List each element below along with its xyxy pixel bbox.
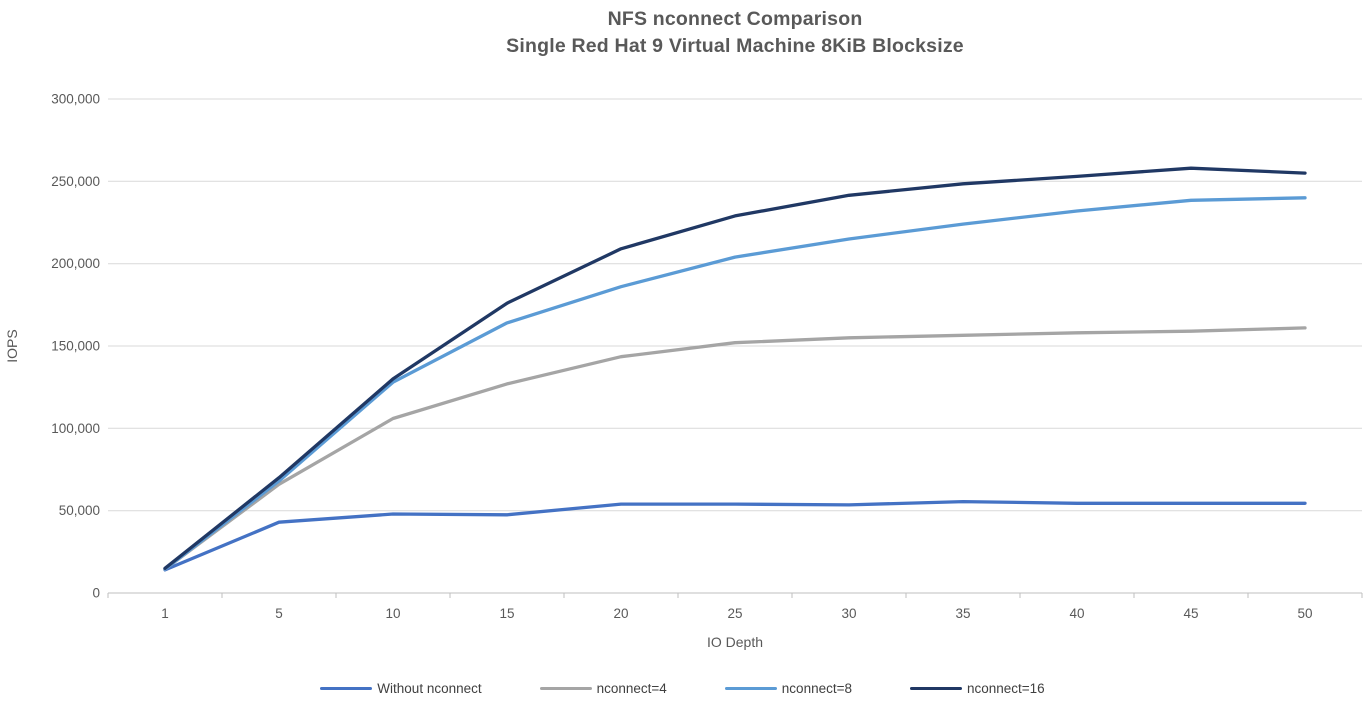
x-tick-label: 10 [385, 606, 400, 621]
x-tick-label: 25 [727, 606, 742, 621]
legend-item-nconnect-8: nconnect=8 [724, 681, 852, 696]
series-line-nconnect-16 [163, 166, 1307, 570]
x-tick-label: 15 [499, 606, 514, 621]
x-tick-label: 1 [161, 606, 169, 621]
legend-item-without-nconnect: Without nconnect [320, 681, 482, 696]
x-tick-label: 20 [613, 606, 628, 621]
legend-line-swatch [724, 686, 777, 691]
legend-item-nconnect-4: nconnect=4 [539, 681, 667, 696]
legend-item-nconnect-16: nconnect=16 [909, 681, 1045, 696]
legend-line-swatch [539, 686, 592, 691]
y-tick-label: 50,000 [59, 503, 100, 518]
x-tick-label: 45 [1183, 606, 1198, 621]
chart-title: NFS nconnect Comparison Single Red Hat 9… [108, 6, 1362, 60]
y-tick-label: 0 [92, 586, 100, 601]
x-tick-label: 35 [955, 606, 970, 621]
legend-label: nconnect=8 [781, 681, 852, 696]
series-line-nconnect-8 [163, 196, 1307, 571]
y-axis-title: IOPS [4, 329, 20, 362]
series-line-without-nconnect [163, 499, 1307, 572]
legend-label: nconnect=16 [966, 681, 1045, 696]
legend-line-swatch [909, 686, 962, 691]
x-tick-label: 40 [1069, 606, 1084, 621]
legend-line-swatch [320, 686, 373, 691]
x-tick-label: 30 [841, 606, 856, 621]
legend-label: Without nconnect [377, 681, 482, 696]
x-tick-label: 50 [1297, 606, 1312, 621]
y-tick-label: 200,000 [51, 256, 100, 271]
y-tick-label: 250,000 [51, 174, 100, 189]
x-axis-title: IO Depth [707, 634, 763, 650]
chart-title-line2: Single Red Hat 9 Virtual Machine 8KiB Bl… [506, 35, 964, 57]
y-tick-label: 300,000 [51, 92, 100, 107]
x-tick-label: 5 [275, 606, 283, 621]
y-tick-label: 100,000 [51, 421, 100, 436]
legend: Without nconnect nconnect=4 nconnect=8 n… [0, 681, 1365, 696]
series-line-nconnect-4 [163, 326, 1307, 571]
y-tick-label: 150,000 [51, 339, 100, 354]
chart-title-line1: NFS nconnect Comparison [607, 8, 863, 30]
legend-label: nconnect=4 [596, 681, 667, 696]
